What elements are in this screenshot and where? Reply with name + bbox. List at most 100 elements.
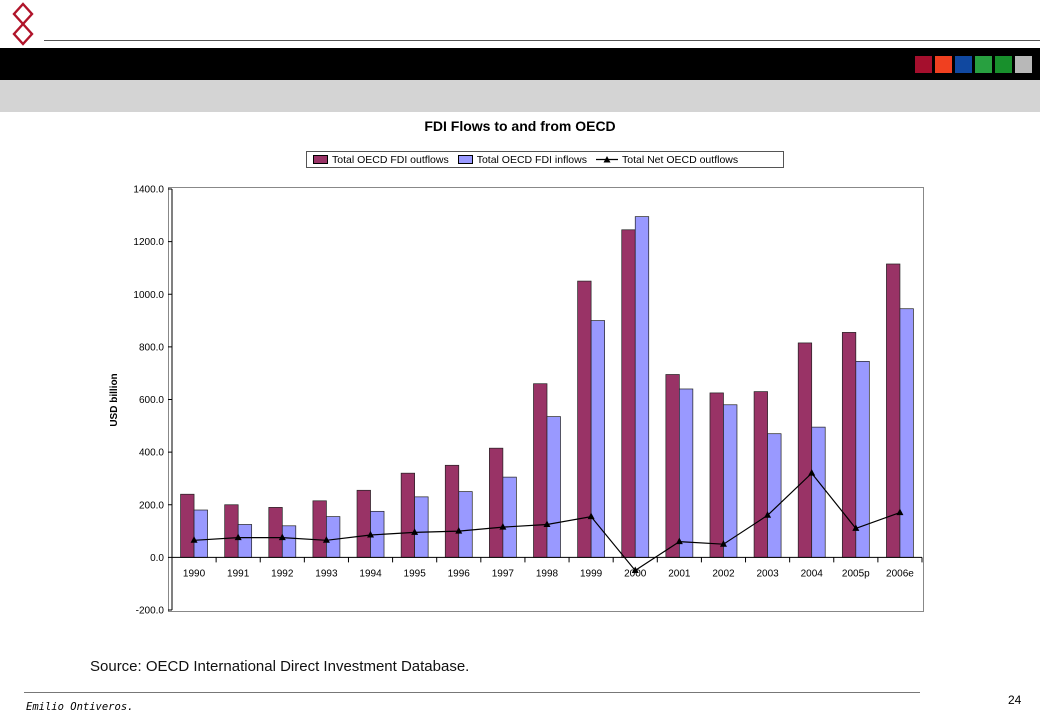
bar-inflows <box>502 476 517 558</box>
bar-outflows <box>268 507 283 558</box>
x-tick-label: 2004 <box>801 568 824 579</box>
marker-net <box>234 533 242 541</box>
marker-net <box>543 520 551 527</box>
x-tick-label: 1990 <box>183 568 206 579</box>
y-tick-label: 1400.0 <box>133 185 164 196</box>
y-tick-label: 1200.0 <box>133 237 164 248</box>
x-tick-label: 2005p <box>842 568 870 579</box>
marker-net <box>719 540 727 547</box>
bar-outflows <box>489 447 504 558</box>
legend-item-net: Total Net OECD outflows <box>595 153 739 166</box>
x-tick-label: 1999 <box>580 568 603 579</box>
bar-inflows <box>590 320 605 558</box>
bar-inflows <box>326 516 341 558</box>
legend-swatch-inflows <box>457 155 473 164</box>
x-tick-label: 1992 <box>271 568 294 579</box>
header-band <box>0 48 1040 80</box>
swatch-dark-red <box>915 56 932 73</box>
bar-inflows <box>634 216 650 558</box>
marker-net <box>322 536 330 543</box>
y-tick-label: 800.0 <box>139 342 164 353</box>
diamond-logo-icon <box>6 2 40 46</box>
footer-rule <box>24 692 920 693</box>
marker-net <box>367 531 375 538</box>
legend-label-net: Total Net OECD outflows <box>621 153 739 166</box>
bar-outflows <box>400 472 415 558</box>
x-tick-label: 2002 <box>712 568 735 579</box>
y-tick-label: 600.0 <box>139 395 164 406</box>
bar-outflows <box>533 383 548 558</box>
bar-inflows <box>899 308 914 558</box>
marker-net <box>808 469 816 476</box>
x-tick-label: 2003 <box>756 568 779 579</box>
y-tick-label: -200.0 <box>136 606 165 617</box>
x-tick-label: 1998 <box>536 568 559 579</box>
x-tick-label: 1997 <box>492 568 515 579</box>
color-swatch-bar <box>915 56 1032 73</box>
bar-inflows <box>811 426 826 558</box>
marker-net <box>190 536 198 543</box>
bar-outflows <box>312 500 327 558</box>
bar-inflows <box>767 433 782 558</box>
marker-net <box>411 528 419 535</box>
legend-item-outflows: Total OECD FDI outflows <box>313 154 449 166</box>
x-tick-label: 2000 <box>624 568 647 579</box>
x-tick-label: 1991 <box>227 568 250 579</box>
bar-outflows <box>797 342 813 558</box>
swatch-grey <box>1015 56 1032 73</box>
bar-outflows <box>356 489 371 558</box>
bar-outflows <box>444 464 460 558</box>
author-name: Emilio Ontiveros. <box>26 701 134 713</box>
bar-outflows <box>224 504 239 558</box>
page-number: 24 <box>1008 693 1022 707</box>
marker-net <box>631 566 639 574</box>
x-tick-label: 1996 <box>448 568 471 579</box>
legend-label-inflows: Total OECD FDI inflows <box>476 153 587 166</box>
chart-legend: Total OECD FDI outflows Total OECD FDI i… <box>306 151 784 168</box>
y-axis-title: USD billion <box>109 373 120 426</box>
legend-label-outflows: Total OECD FDI outflows <box>332 153 449 166</box>
y-tick-label: 1000.0 <box>133 290 164 301</box>
swatch-dark-green <box>995 56 1012 73</box>
chart-title: FDI Flows to and from OECD <box>424 118 616 134</box>
marker-net <box>278 533 286 541</box>
bar-inflows <box>414 496 429 558</box>
bar-outflows <box>753 391 768 558</box>
bar-inflows <box>458 491 473 558</box>
bar-outflows <box>180 493 195 558</box>
legend-swatch-outflows <box>313 155 328 164</box>
swatch-green <box>975 56 992 73</box>
source-note: Source: OECD International Direct Invest… <box>90 658 470 675</box>
y-tick-label: 400.0 <box>139 448 164 459</box>
bar-inflows <box>193 509 208 558</box>
swatch-blue <box>955 56 972 73</box>
x-tick-label: 1994 <box>359 568 382 579</box>
legend-item-inflows: Total OECD FDI inflows <box>457 153 587 166</box>
bar-outflows <box>577 280 592 558</box>
marker-net <box>455 527 463 534</box>
bar-inflows <box>723 404 738 558</box>
x-tick-label: 2006e <box>886 568 914 579</box>
x-tick-label: 1995 <box>404 568 427 579</box>
x-tick-label: 1993 <box>315 568 338 579</box>
header-rule <box>44 40 1040 41</box>
y-tick-label: 200.0 <box>139 500 164 511</box>
legend-line-net <box>595 156 618 163</box>
y-tick-label: 0.0 <box>150 553 164 564</box>
bar-inflows <box>546 416 561 558</box>
x-tick-label: 2001 <box>668 568 691 579</box>
bar-inflows <box>679 388 694 558</box>
bar-outflows <box>621 229 636 558</box>
swatch-orange <box>935 56 952 73</box>
marker-net <box>896 508 904 516</box>
subheader-band <box>0 80 1040 112</box>
bar-outflows <box>841 332 857 558</box>
bar-outflows <box>665 374 680 558</box>
bar-outflows <box>709 392 724 558</box>
bar-inflows <box>281 525 297 558</box>
marker-net <box>587 512 595 520</box>
marker-net <box>499 523 507 530</box>
bar-inflows <box>237 524 253 558</box>
marker-net <box>675 537 683 545</box>
